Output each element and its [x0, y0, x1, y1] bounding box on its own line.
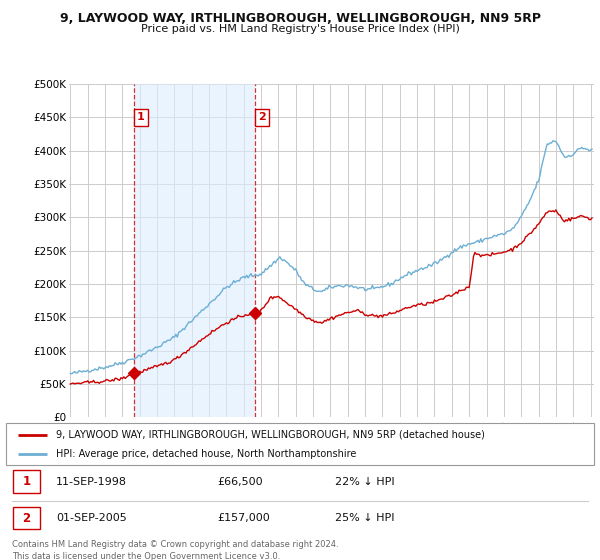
- FancyBboxPatch shape: [13, 507, 40, 529]
- FancyBboxPatch shape: [6, 423, 594, 465]
- Text: 22% ↓ HPI: 22% ↓ HPI: [335, 477, 395, 487]
- Text: 25% ↓ HPI: 25% ↓ HPI: [335, 513, 395, 523]
- FancyBboxPatch shape: [13, 470, 40, 493]
- Text: £66,500: £66,500: [218, 477, 263, 487]
- Text: HPI: Average price, detached house, North Northamptonshire: HPI: Average price, detached house, Nort…: [56, 449, 356, 459]
- Text: 01-SEP-2005: 01-SEP-2005: [56, 513, 127, 523]
- Text: 2: 2: [258, 113, 266, 122]
- Text: £157,000: £157,000: [218, 513, 271, 523]
- Text: 9, LAYWOOD WAY, IRTHLINGBOROUGH, WELLINGBOROUGH, NN9 5RP: 9, LAYWOOD WAY, IRTHLINGBOROUGH, WELLING…: [59, 12, 541, 25]
- Text: 11-SEP-1998: 11-SEP-1998: [56, 477, 127, 487]
- Text: 1: 1: [137, 113, 145, 122]
- Text: Price paid vs. HM Land Registry's House Price Index (HPI): Price paid vs. HM Land Registry's House …: [140, 24, 460, 34]
- Text: Contains HM Land Registry data © Crown copyright and database right 2024.
This d: Contains HM Land Registry data © Crown c…: [12, 540, 338, 560]
- Text: 9, LAYWOOD WAY, IRTHLINGBOROUGH, WELLINGBOROUGH, NN9 5RP (detached house): 9, LAYWOOD WAY, IRTHLINGBOROUGH, WELLING…: [56, 430, 485, 440]
- Bar: [134, 84, 256, 417]
- Text: 2: 2: [22, 511, 31, 525]
- Text: 1: 1: [22, 475, 31, 488]
